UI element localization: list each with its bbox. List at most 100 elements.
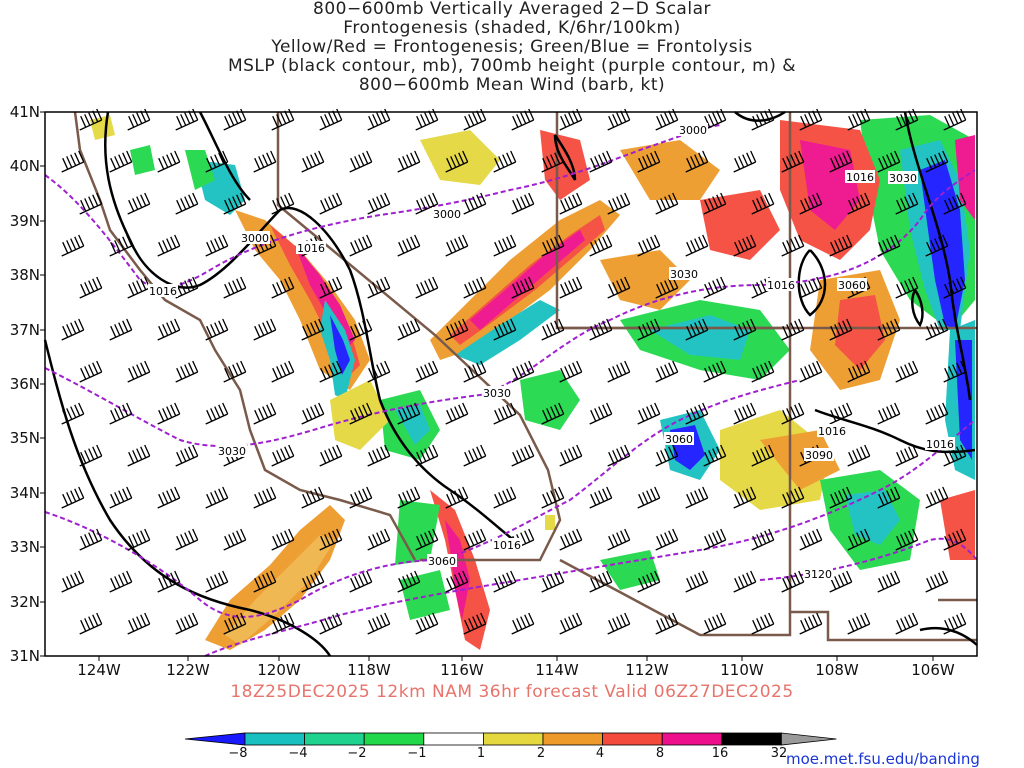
wind-barb [301,318,325,341]
wind-barb [799,192,823,215]
colorbar-tick: 32 [770,746,788,761]
wind-barb [637,318,661,341]
wind-barb [541,402,565,425]
svg-text:3030: 3030 [889,172,917,185]
wind-barb [463,108,487,131]
lat-label-38n: 38N [9,266,40,284]
wind-barb [79,612,103,635]
lon-label-114w: 114W [535,661,579,679]
wind-barb [301,402,325,425]
wind-barb [511,612,535,635]
lat-label-40n: 40N [9,157,40,175]
wind-barb [511,528,535,551]
wind-barb [445,150,469,173]
wind-barb [511,192,535,215]
wind-barb [205,570,229,593]
mslp-label: 1016 [766,278,796,292]
wind-barb [445,318,469,341]
wind-barb [175,528,199,551]
wind-barb [253,486,277,509]
wind-barb [253,318,277,341]
wind-barb [367,276,391,299]
wind-barb [205,318,229,341]
wind-barb [607,108,631,131]
svg-text:3060: 3060 [838,279,866,292]
wind-barb [61,570,85,593]
wind-barb [589,318,613,341]
height-label: 3060 [664,432,694,446]
wind-barb [79,276,103,299]
wind-barb [61,234,85,257]
wind-barb [685,150,709,173]
wind-barb [271,108,295,131]
wind-barb [127,444,151,467]
wind-barb [157,570,181,593]
wind-barb [895,360,919,383]
height-label: 3030 [217,444,247,458]
wind-barb [559,528,583,551]
wind-barb [751,360,775,383]
colorbar-tick: −4 [288,746,308,761]
wind-barb [397,570,421,593]
wind-barb [751,444,775,467]
wind-barb [445,234,469,257]
mslp-label: 1016 [925,437,955,451]
wind-barb [367,444,391,467]
wind-barb [253,150,277,173]
lon-label-118w: 118W [347,661,391,679]
wind-barb [733,150,757,173]
wind-barb [655,192,679,215]
wind-barb [829,150,853,173]
height-label: 3060 [837,278,867,292]
wind-barb [943,108,967,131]
wind-barb [511,108,535,131]
wind-barb [847,192,871,215]
wind-barb [157,150,181,173]
wind-barb [637,234,661,257]
colorbar-tick: −1 [407,746,427,761]
wind-barb [829,234,853,257]
wind-barb [415,612,439,635]
wind-barb [925,150,949,173]
wind-barb [559,612,583,635]
wind-barb [541,570,565,593]
wind-barb [541,234,565,257]
wind-barb [253,570,277,593]
wind-barb [127,360,151,383]
wind-barb [607,612,631,635]
lat-label-41n: 41N [9,103,40,121]
wind-barb [493,150,517,173]
wind-barb [253,402,277,425]
wind-barb [223,528,247,551]
lon-label-124w: 124W [77,661,121,679]
wind-barb [271,444,295,467]
wind-barb [781,486,805,509]
wind-barb [349,150,373,173]
wind-barb [703,444,727,467]
wind-barb [637,402,661,425]
lon-label-120w: 120W [257,661,301,679]
wind-barb [895,444,919,467]
wind-barb [175,192,199,215]
colorbar-segment [482,732,544,746]
wind-barb [877,570,901,593]
wind-barb [511,360,535,383]
colorbar-tick: 1 [476,746,486,761]
wind-barb [829,570,853,593]
wind-barb [685,570,709,593]
wind-barb [415,444,439,467]
wind-barb [655,360,679,383]
lat-label-39n: 39N [9,212,40,230]
wind-barb [415,360,439,383]
wind-barb [319,108,343,131]
colorbar-tick: 16 [711,746,729,761]
wind-barb [493,318,517,341]
wind-barb [925,234,949,257]
wind-barb [781,234,805,257]
wind-barb [829,402,853,425]
wind-barb [703,276,727,299]
wind-barb [397,150,421,173]
contour-labels: 1016 1016 1016 1016 1016 1016 1016 3000 … [148,123,955,581]
colorbar-tick: −8 [228,746,248,761]
wind-barb [223,276,247,299]
